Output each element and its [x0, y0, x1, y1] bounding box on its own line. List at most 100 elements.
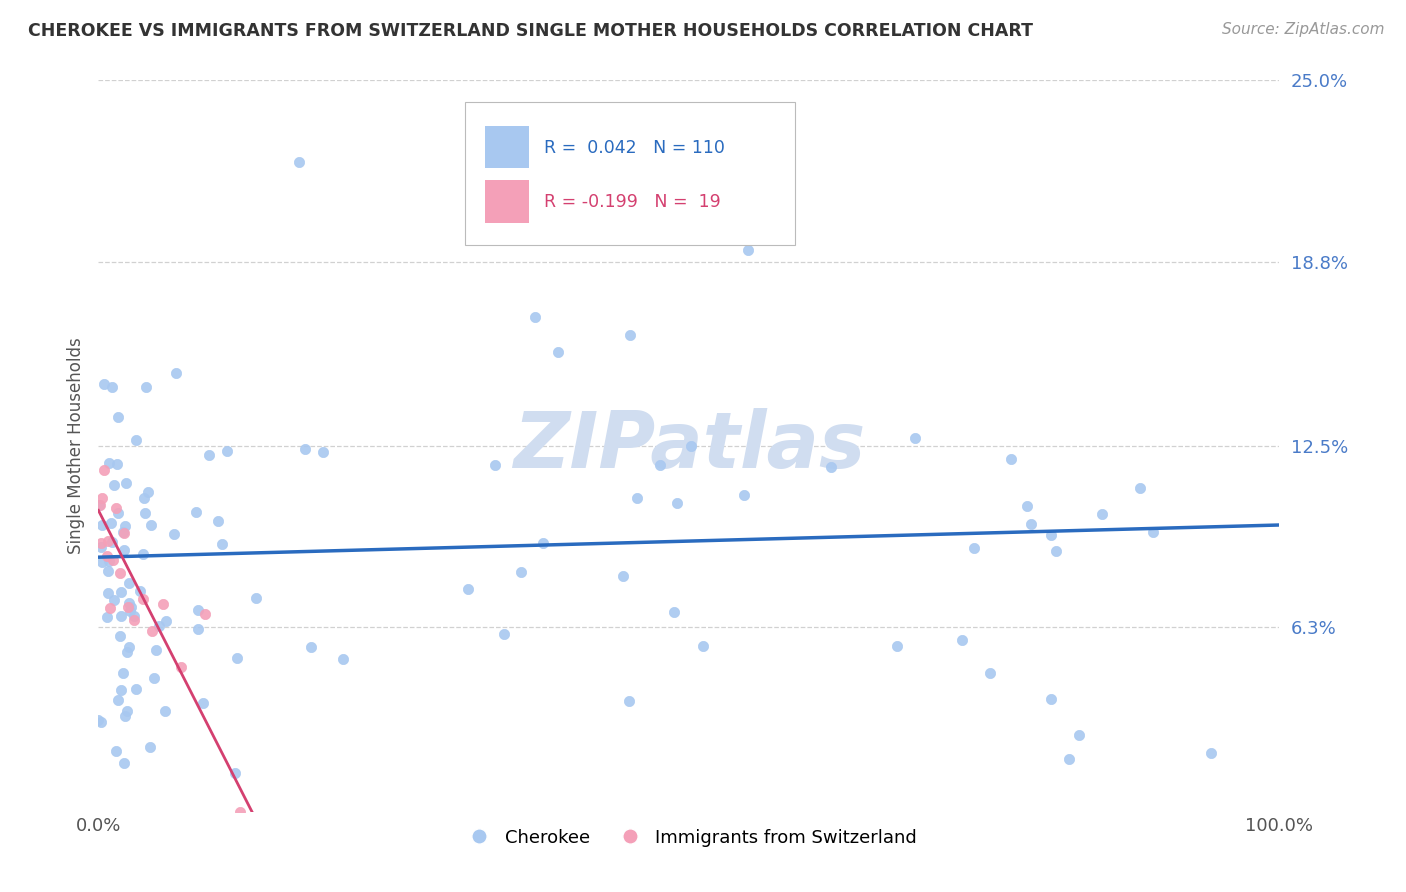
Point — [524, 310, 547, 325]
Point — [118, 596, 141, 610]
Point — [135, 380, 157, 394]
Point — [979, 665, 1001, 680]
Point — [118, 640, 141, 655]
Point — [531, 536, 554, 550]
Point — [155, 704, 177, 718]
Point — [89, 498, 111, 512]
Point — [134, 506, 156, 520]
Point — [148, 619, 170, 633]
Point — [484, 458, 506, 473]
Point — [103, 593, 125, 607]
Point — [134, 491, 156, 505]
Point — [886, 639, 908, 653]
Point — [97, 564, 120, 578]
Point — [97, 585, 120, 599]
Point — [664, 605, 686, 619]
Point — [547, 344, 569, 359]
Point — [112, 525, 135, 540]
Point — [650, 458, 672, 472]
Point — [1015, 499, 1038, 513]
Point — [105, 501, 128, 516]
Point — [510, 566, 533, 580]
Point — [186, 505, 208, 519]
Point — [132, 592, 155, 607]
Point — [294, 442, 316, 457]
Point — [299, 640, 322, 654]
Point — [115, 644, 138, 658]
Point — [91, 491, 114, 506]
Point — [110, 629, 132, 643]
Point — [87, 714, 110, 728]
Point — [1045, 544, 1067, 558]
Point — [733, 488, 755, 502]
Point — [118, 575, 141, 590]
Point — [194, 607, 217, 622]
Point — [963, 541, 986, 555]
Point — [136, 484, 159, 499]
Point — [89, 498, 111, 512]
Point — [105, 458, 128, 472]
Point — [131, 547, 153, 561]
Point — [115, 476, 138, 491]
Point — [737, 243, 759, 257]
Legend: Cherokee, Immigrants from Switzerland: Cherokee, Immigrants from Switzerland — [454, 822, 924, 854]
Point — [96, 610, 118, 624]
Point — [950, 632, 973, 647]
Point — [138, 739, 160, 754]
Point — [187, 603, 209, 617]
Point — [117, 600, 139, 615]
Point — [139, 517, 162, 532]
Bar — [485, 126, 530, 168]
Point — [226, 651, 249, 665]
Point — [191, 696, 214, 710]
Point — [112, 525, 135, 540]
Point — [224, 766, 246, 780]
Point — [129, 584, 152, 599]
Point — [162, 527, 184, 541]
Point — [1090, 508, 1112, 522]
Point — [457, 582, 479, 597]
Point — [100, 534, 122, 549]
Point — [114, 542, 136, 557]
Point — [108, 566, 131, 580]
Point — [1040, 528, 1063, 542]
Point — [110, 584, 132, 599]
Point — [93, 463, 115, 477]
Y-axis label: Single Mother Households: Single Mother Households — [66, 338, 84, 554]
Point — [103, 478, 125, 492]
Point — [90, 517, 112, 532]
Point — [229, 805, 252, 819]
Point — [90, 715, 112, 730]
Point — [1040, 691, 1063, 706]
Point — [1059, 752, 1081, 766]
Point — [681, 440, 703, 454]
Point — [215, 444, 238, 458]
Point — [612, 569, 634, 583]
Point — [107, 506, 129, 520]
Point — [245, 591, 267, 605]
Point — [101, 380, 124, 394]
Point — [98, 554, 121, 568]
Point — [105, 744, 128, 758]
Point — [114, 709, 136, 723]
Point — [107, 693, 129, 707]
Point — [100, 516, 122, 530]
Point — [91, 555, 114, 569]
Point — [619, 327, 641, 342]
Point — [120, 599, 142, 614]
Point — [98, 456, 121, 470]
Point — [311, 445, 333, 459]
Text: ZIPatlas: ZIPatlas — [513, 408, 865, 484]
Point — [96, 549, 118, 563]
Point — [112, 666, 135, 681]
FancyBboxPatch shape — [464, 103, 796, 244]
Point — [904, 431, 927, 445]
Point — [115, 704, 138, 718]
Point — [665, 496, 688, 510]
Point — [198, 448, 221, 462]
Point — [1019, 516, 1042, 531]
Point — [120, 604, 142, 618]
Point — [155, 615, 177, 629]
Point — [332, 652, 354, 666]
Point — [1129, 481, 1152, 495]
